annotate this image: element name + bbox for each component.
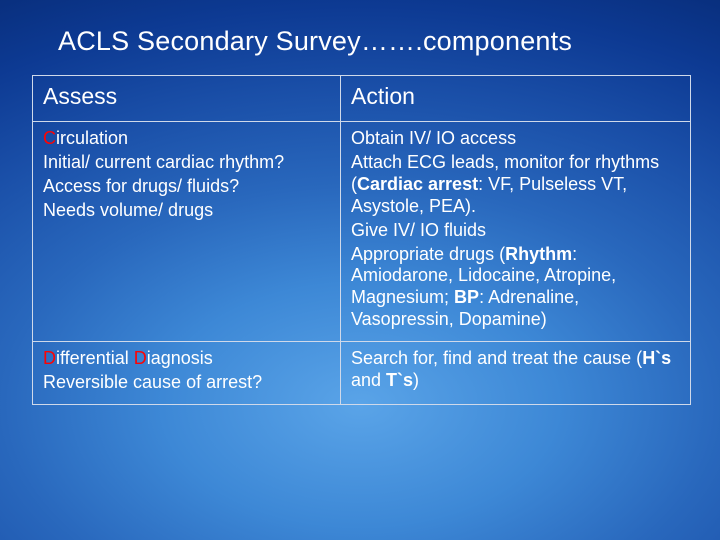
text: and — [351, 370, 386, 390]
table-header-row: Assess Action — [33, 76, 691, 122]
bold-text: H`s — [642, 348, 671, 368]
text: Access for drugs/ fluids? — [43, 176, 330, 198]
text: Needs volume/ drugs — [43, 200, 330, 222]
text: Appropriate drugs ( — [351, 244, 505, 264]
bold-text: Cardiac arrest — [357, 174, 478, 194]
col-header-assess: Assess — [33, 76, 341, 122]
cell-action-diagnosis: Search for, find and treat the cause (H`… — [341, 342, 691, 405]
text: Search for, find and treat the cause ( — [351, 348, 642, 368]
bold-text: T`s — [386, 370, 413, 390]
col-header-action: Action — [341, 76, 691, 122]
text: ) — [413, 370, 419, 390]
cell-action-circulation: Obtain IV/ IO access Attach ECG leads, m… — [341, 121, 691, 342]
cell-assess-diagnosis: Differential Diagnosis Reversible cause … — [33, 342, 341, 405]
text: iagnosis — [147, 348, 213, 368]
table-row: Circulation Initial/ current cardiac rhy… — [33, 121, 691, 342]
text: Initial/ current cardiac rhythm? — [43, 152, 330, 174]
highlight-letter: D — [43, 348, 56, 368]
text: Obtain IV/ IO access — [351, 128, 680, 150]
slide-title: ACLS Secondary Survey…….components — [58, 26, 690, 57]
slide: ACLS Secondary Survey…….components Asses… — [0, 0, 720, 540]
table-row: Differential Diagnosis Reversible cause … — [33, 342, 691, 405]
text: irculation — [56, 128, 128, 148]
cell-assess-circulation: Circulation Initial/ current cardiac rhy… — [33, 121, 341, 342]
text: Give IV/ IO fluids — [351, 220, 680, 242]
text: ifferential — [56, 348, 134, 368]
highlight-letter: C — [43, 128, 56, 148]
bold-text: BP — [454, 287, 479, 307]
survey-table: Assess Action Circulation Initial/ curre… — [32, 75, 691, 405]
highlight-letter: D — [134, 348, 147, 368]
bold-text: Rhythm — [505, 244, 572, 264]
text: Reversible cause of arrest? — [43, 372, 330, 394]
